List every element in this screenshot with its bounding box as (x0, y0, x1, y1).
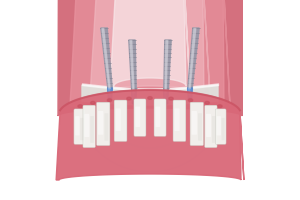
FancyBboxPatch shape (173, 100, 186, 141)
Polygon shape (164, 92, 168, 103)
FancyBboxPatch shape (155, 107, 160, 127)
FancyBboxPatch shape (215, 109, 226, 144)
Ellipse shape (107, 99, 112, 102)
Polygon shape (56, 90, 244, 180)
Ellipse shape (109, 98, 112, 100)
Ellipse shape (188, 98, 191, 100)
FancyBboxPatch shape (217, 116, 221, 135)
FancyBboxPatch shape (135, 107, 140, 127)
FancyBboxPatch shape (116, 108, 121, 131)
FancyBboxPatch shape (114, 100, 127, 141)
Ellipse shape (188, 99, 193, 102)
Ellipse shape (127, 97, 131, 100)
Polygon shape (129, 40, 136, 92)
FancyBboxPatch shape (134, 99, 146, 136)
FancyBboxPatch shape (154, 99, 166, 136)
FancyBboxPatch shape (84, 114, 89, 137)
Polygon shape (108, 88, 112, 99)
FancyBboxPatch shape (198, 113, 202, 141)
Ellipse shape (148, 97, 152, 99)
Polygon shape (188, 88, 192, 99)
Ellipse shape (218, 105, 222, 108)
Polygon shape (132, 92, 136, 103)
FancyBboxPatch shape (83, 105, 95, 148)
Polygon shape (70, 0, 230, 106)
Ellipse shape (164, 102, 167, 104)
FancyBboxPatch shape (212, 116, 216, 143)
Polygon shape (101, 28, 112, 88)
Ellipse shape (78, 105, 82, 108)
FancyBboxPatch shape (90, 116, 94, 143)
FancyBboxPatch shape (97, 102, 110, 146)
FancyBboxPatch shape (221, 118, 225, 140)
FancyBboxPatch shape (192, 111, 197, 135)
Polygon shape (188, 28, 199, 88)
FancyBboxPatch shape (206, 114, 211, 137)
Ellipse shape (205, 101, 209, 104)
FancyBboxPatch shape (74, 109, 85, 144)
Ellipse shape (91, 101, 95, 104)
FancyBboxPatch shape (190, 102, 203, 146)
Polygon shape (110, 0, 190, 88)
Polygon shape (82, 85, 218, 105)
Polygon shape (90, 0, 210, 96)
Polygon shape (164, 40, 171, 92)
FancyBboxPatch shape (205, 105, 217, 148)
Ellipse shape (169, 97, 173, 100)
FancyBboxPatch shape (80, 118, 83, 140)
FancyBboxPatch shape (75, 116, 80, 135)
FancyBboxPatch shape (175, 108, 180, 131)
Ellipse shape (133, 102, 136, 104)
FancyBboxPatch shape (104, 113, 108, 141)
FancyBboxPatch shape (98, 111, 104, 135)
Polygon shape (58, 0, 242, 116)
